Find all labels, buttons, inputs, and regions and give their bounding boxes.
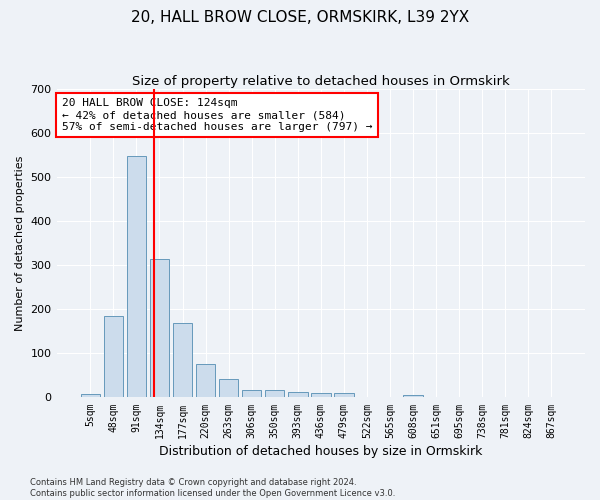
Bar bbox=[149, 258, 169, 398]
Bar bbox=[403, 395, 423, 398]
Bar bbox=[265, 390, 284, 398]
Bar bbox=[311, 393, 331, 398]
X-axis label: Distribution of detached houses by size in Ormskirk: Distribution of detached houses by size … bbox=[159, 444, 482, 458]
Bar bbox=[242, 390, 262, 398]
Text: Contains HM Land Registry data © Crown copyright and database right 2024.
Contai: Contains HM Land Registry data © Crown c… bbox=[30, 478, 395, 498]
Bar bbox=[173, 324, 193, 398]
Bar bbox=[80, 394, 100, 398]
Bar bbox=[219, 379, 238, 398]
Title: Size of property relative to detached houses in Ormskirk: Size of property relative to detached ho… bbox=[132, 75, 509, 88]
Bar bbox=[288, 392, 308, 398]
Bar bbox=[127, 156, 146, 398]
Text: 20, HALL BROW CLOSE, ORMSKIRK, L39 2YX: 20, HALL BROW CLOSE, ORMSKIRK, L39 2YX bbox=[131, 10, 469, 25]
Y-axis label: Number of detached properties: Number of detached properties bbox=[15, 156, 25, 331]
Bar bbox=[334, 393, 353, 398]
Bar bbox=[196, 364, 215, 398]
Bar bbox=[104, 316, 123, 398]
Text: 20 HALL BROW CLOSE: 124sqm
← 42% of detached houses are smaller (584)
57% of sem: 20 HALL BROW CLOSE: 124sqm ← 42% of deta… bbox=[62, 98, 373, 132]
